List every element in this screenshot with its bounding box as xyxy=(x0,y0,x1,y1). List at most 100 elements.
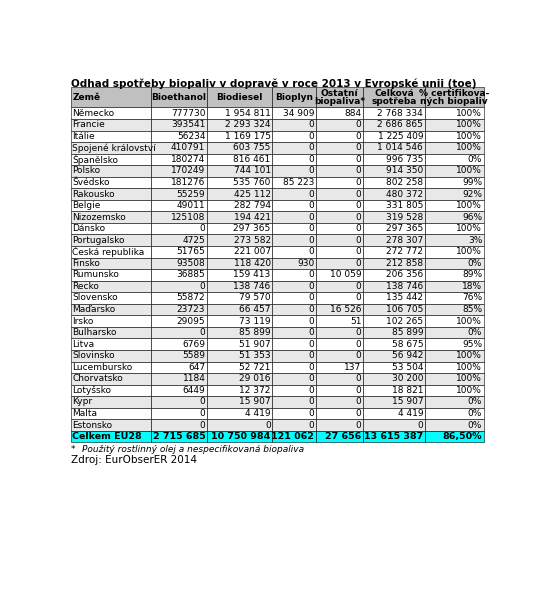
Bar xyxy=(363,246,425,257)
Text: 0: 0 xyxy=(356,166,361,175)
Text: 410791: 410791 xyxy=(171,143,206,152)
Text: Španělsko: Španělsko xyxy=(72,154,118,164)
Text: 0: 0 xyxy=(308,409,314,418)
Bar xyxy=(150,292,207,304)
Text: 0: 0 xyxy=(356,212,361,221)
Text: 79 570: 79 570 xyxy=(239,293,270,302)
Text: 100%: 100% xyxy=(457,386,482,395)
Text: 51 907: 51 907 xyxy=(239,340,270,349)
Text: 58 675: 58 675 xyxy=(392,340,423,349)
Bar xyxy=(316,211,363,223)
Bar xyxy=(316,350,363,362)
Bar xyxy=(150,304,207,316)
Text: 4 419: 4 419 xyxy=(245,409,270,418)
Bar xyxy=(316,165,363,177)
Bar xyxy=(71,385,150,396)
Text: 0: 0 xyxy=(308,363,314,372)
Bar xyxy=(71,257,150,269)
Bar xyxy=(272,165,316,177)
Text: 138 746: 138 746 xyxy=(386,282,423,291)
Text: Řecko: Řecko xyxy=(72,282,99,291)
Bar xyxy=(425,142,484,154)
Bar xyxy=(363,292,425,304)
Bar xyxy=(150,408,207,419)
Text: 100%: 100% xyxy=(457,224,482,233)
Bar xyxy=(71,269,150,281)
Text: 51: 51 xyxy=(350,317,361,326)
Bar xyxy=(150,362,207,373)
Bar xyxy=(71,396,150,408)
Bar xyxy=(207,373,272,385)
Text: Nizozemsko: Nizozemsko xyxy=(72,212,126,221)
Bar xyxy=(425,396,484,408)
Text: ných biopaliv: ných biopaliv xyxy=(420,97,488,106)
Text: 34 909: 34 909 xyxy=(283,109,314,118)
Bar xyxy=(207,281,272,292)
Bar xyxy=(207,350,272,362)
Text: 56 942: 56 942 xyxy=(392,351,423,360)
Bar xyxy=(363,223,425,235)
Bar xyxy=(316,316,363,327)
Bar xyxy=(150,188,207,200)
Text: 0: 0 xyxy=(308,421,314,430)
Text: 106 705: 106 705 xyxy=(386,305,423,314)
Text: Česká republika: Česká republika xyxy=(72,247,144,257)
Bar xyxy=(425,373,484,385)
Bar xyxy=(150,419,207,431)
Bar xyxy=(207,338,272,350)
Bar xyxy=(363,281,425,292)
Bar xyxy=(150,327,207,338)
Bar xyxy=(207,211,272,223)
Text: Bioethanol: Bioethanol xyxy=(151,93,206,102)
Bar xyxy=(207,235,272,246)
Text: 0: 0 xyxy=(356,224,361,233)
Bar xyxy=(272,131,316,142)
Text: 66 457: 66 457 xyxy=(239,305,270,314)
Text: 102 265: 102 265 xyxy=(386,317,423,326)
Text: 85 899: 85 899 xyxy=(392,328,423,337)
Text: 0: 0 xyxy=(356,190,361,199)
Text: Polsko: Polsko xyxy=(72,166,101,175)
Bar xyxy=(207,431,272,442)
Bar xyxy=(71,107,150,119)
Bar xyxy=(272,396,316,408)
Text: 0%: 0% xyxy=(468,155,482,164)
Text: 647: 647 xyxy=(188,363,206,372)
Bar xyxy=(71,88,150,107)
Bar xyxy=(272,257,316,269)
Text: 0: 0 xyxy=(265,421,270,430)
Text: 480 372: 480 372 xyxy=(386,190,423,199)
Text: 36885: 36885 xyxy=(176,271,206,280)
Bar xyxy=(425,246,484,257)
Text: 86,50%: 86,50% xyxy=(443,432,482,441)
Bar xyxy=(316,131,363,142)
Bar xyxy=(316,107,363,119)
Text: 0: 0 xyxy=(308,386,314,395)
Text: Bulharsko: Bulharsko xyxy=(72,328,117,337)
Text: Slovensko: Slovensko xyxy=(72,293,118,302)
Text: 0: 0 xyxy=(308,282,314,291)
Bar xyxy=(316,246,363,257)
Bar xyxy=(363,373,425,385)
Text: 2 715 685: 2 715 685 xyxy=(153,432,206,441)
Bar xyxy=(71,292,150,304)
Bar xyxy=(425,211,484,223)
Bar xyxy=(150,281,207,292)
Bar xyxy=(363,385,425,396)
Bar xyxy=(425,362,484,373)
Bar xyxy=(71,131,150,142)
Bar xyxy=(363,327,425,338)
Text: 27 656: 27 656 xyxy=(325,432,361,441)
Bar xyxy=(425,200,484,211)
Bar xyxy=(71,431,150,442)
Text: spotřeba: spotřeba xyxy=(371,97,417,106)
Text: 603 755: 603 755 xyxy=(233,143,270,152)
Bar xyxy=(150,246,207,257)
Bar xyxy=(150,142,207,154)
Bar xyxy=(363,200,425,211)
Bar xyxy=(272,350,316,362)
Text: 6769: 6769 xyxy=(182,340,206,349)
Bar xyxy=(272,223,316,235)
Bar xyxy=(207,316,272,327)
Text: 884: 884 xyxy=(345,109,361,118)
